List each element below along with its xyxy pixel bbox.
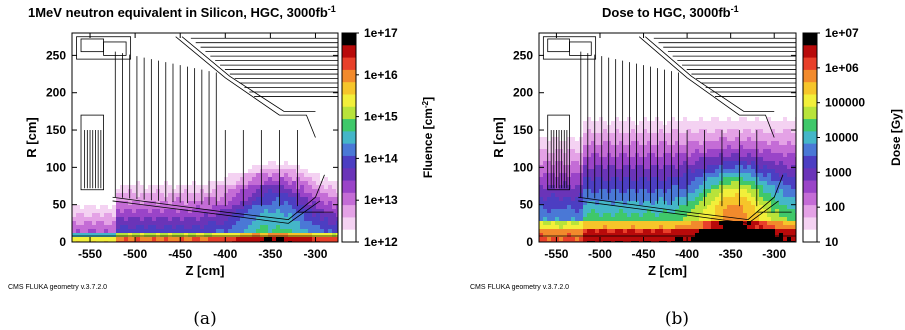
chart-panel-1: -550 -500 -450 -400 -350 -300 0 50 100 150 200 250 Z…	[8, 4, 435, 329]
colorbar-segment	[803, 143, 817, 157]
colorbar-segment	[803, 229, 817, 243]
x-tick-label: -400	[213, 247, 237, 261]
x-tick-label: -450	[632, 247, 656, 261]
colorbar-frame	[341, 32, 357, 243]
colorbar-segment	[803, 33, 817, 46]
y-tick-label: 150	[513, 123, 533, 137]
x-tick-label: -550	[78, 247, 102, 261]
colorbar-segment	[803, 69, 817, 83]
colorbar-tick-label: 1e+14	[364, 151, 398, 165]
heatmap-field	[72, 33, 338, 242]
chart-title: Dose to HGC, 3000fb-1	[602, 4, 739, 20]
colorbar-label: Dose [Gy]	[889, 109, 903, 166]
colorbar-segment	[803, 119, 817, 132]
colorbar-tick-label: 1e+12	[364, 235, 398, 249]
colorbar-segment	[342, 131, 356, 145]
colorbar-segment	[342, 82, 356, 95]
y-tick-label: 50	[53, 198, 67, 212]
y-tick-label: 250	[513, 48, 533, 62]
y-tick-label: 100	[46, 160, 66, 174]
colorbar-segment	[803, 192, 817, 206]
colorbar: 1e+07 1e+06 100000 10000 1000 100 10 Dose [Gy]	[802, 26, 903, 249]
x-axis-label: Z [cm]	[648, 263, 687, 278]
y-tick-label: 100	[513, 160, 533, 174]
y-axis-label: R [cm]	[491, 117, 506, 157]
colorbar-segment	[342, 106, 356, 120]
colorbar-tick-label: 1e+06	[825, 61, 859, 75]
x-tick-label: -500	[123, 247, 147, 261]
colorbar-segment	[342, 155, 356, 169]
colorbar-segment	[803, 94, 817, 108]
x-tick-label: -400	[675, 247, 699, 261]
colorbar-segment	[342, 45, 356, 59]
colorbar-segment	[342, 57, 356, 71]
footnote: CMS FLUKA geometry v.3.7.2.0	[470, 284, 569, 291]
colorbar: 1e+17 1e+16 1e+15 1e+14 1e+13 1e+12 Fluence [c…	[341, 26, 436, 249]
y-tick-label: 150	[46, 123, 66, 137]
y-tick-label: 200	[513, 86, 533, 100]
chart-title: 1MeV neutron equivalent in Silicon, HGC,…	[28, 4, 336, 20]
y-tick-label: 0	[59, 235, 66, 249]
x-tick-label: -350	[719, 247, 743, 261]
y-tick-label: 50	[520, 198, 534, 212]
colorbar-tick-label: 1e+17	[364, 26, 398, 40]
colorbar-segment	[342, 119, 356, 132]
colorbar-segment	[342, 192, 356, 206]
geometry-outline	[539, 36, 796, 237]
colorbar-segment	[342, 33, 356, 46]
colorbar-segment	[803, 45, 817, 59]
colorbar-tick-label: 1000	[825, 165, 852, 179]
colorbar-segment	[342, 69, 356, 83]
colorbar-tick-label: 10000	[825, 131, 859, 145]
colorbar-tick-label: 100000	[825, 96, 865, 110]
colorbar-segment	[342, 205, 356, 218]
colorbar-segment	[342, 94, 356, 108]
y-tick-label: 200	[46, 86, 66, 100]
colorbar-segment	[803, 82, 817, 95]
colorbar-segment	[803, 106, 817, 120]
colorbar-tick-label: 1e+07	[825, 26, 859, 40]
chart-panel-2: -550 -500 -450 -400 -350 -300 0 50 100 150 200 250 Z…	[470, 4, 903, 329]
colorbar-segment	[803, 57, 817, 71]
colorbar-segment	[803, 180, 817, 194]
colorbar-segment	[342, 168, 356, 182]
x-tick-label: -300	[762, 247, 786, 261]
colorbar-segment	[342, 143, 356, 157]
colorbar-segment	[803, 155, 817, 169]
colorbar-segment	[803, 168, 817, 182]
colorbar-segment	[342, 180, 356, 194]
plot-frame	[71, 32, 339, 243]
colorbar-segment	[803, 205, 817, 218]
footnote: CMS FLUKA geometry v.3.7.2.0	[8, 284, 107, 291]
panel-caption: (a)	[193, 309, 216, 329]
colorbar-segment	[342, 229, 356, 243]
colorbar-tick-label: 100	[825, 200, 845, 214]
y-axis-label: R [cm]	[24, 117, 39, 157]
colorbar-segment	[342, 217, 356, 231]
heatmap-field	[539, 33, 796, 242]
x-tick-label: -550	[544, 247, 568, 261]
colorbar-label: Fluence [cm-2]	[421, 97, 436, 178]
panel-caption: (b)	[665, 309, 689, 329]
geometry-outline	[72, 36, 338, 237]
colorbar-segment	[803, 131, 817, 145]
colorbar-tick-label: 10	[825, 235, 839, 249]
x-tick-label: -300	[303, 247, 327, 261]
x-axis-label: Z [cm]	[186, 263, 225, 278]
x-tick-label: -350	[258, 247, 282, 261]
x-tick-label: -500	[588, 247, 612, 261]
colorbar-tick-label: 1e+16	[364, 68, 398, 82]
colorbar-tick-label: 1e+13	[364, 193, 398, 207]
colorbar-tick-label: 1e+15	[364, 110, 398, 124]
y-tick-label: 250	[46, 48, 66, 62]
plot-frame	[538, 32, 797, 243]
y-tick-label: 0	[526, 235, 533, 249]
colorbar-segment	[803, 217, 817, 231]
x-tick-label: -450	[168, 247, 192, 261]
